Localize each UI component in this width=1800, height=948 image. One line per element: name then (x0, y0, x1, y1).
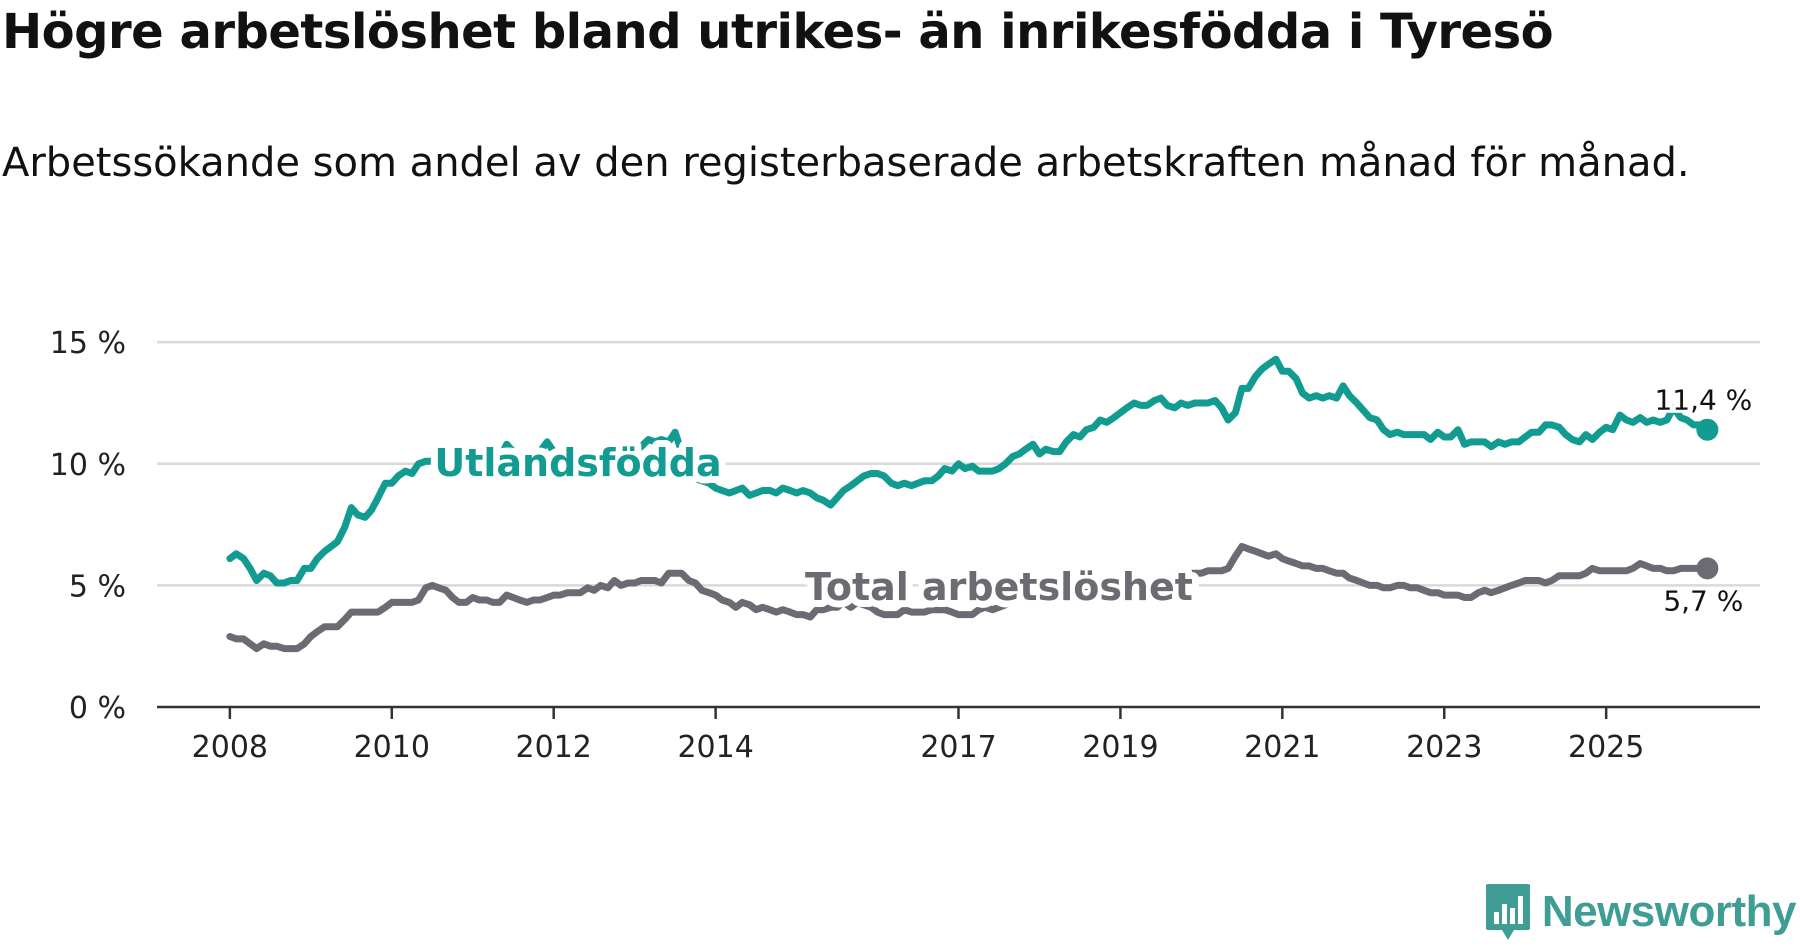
series-line-total (226, 543, 1711, 653)
x-tick-label: 2019 (1082, 730, 1158, 765)
newsworthy-brand: Newsworthy (1484, 882, 1797, 942)
series-label: Total arbetslöshet (805, 565, 1193, 609)
series-lines (226, 355, 1719, 653)
x-tick-label: 2014 (677, 730, 753, 765)
x-tick-label: 2017 (920, 730, 996, 765)
chart-title: Högre arbetslöshet bland utrikes- än inr… (2, 4, 1554, 60)
end-value-label: 11,4 % (1654, 384, 1752, 417)
x-tick-label: 2021 (1244, 730, 1320, 765)
series-line-utlandsfodda (226, 355, 1711, 587)
x-tick-label: 2012 (516, 730, 592, 765)
series-end-marker (1696, 557, 1719, 580)
end-value-label: 5,7 % (1663, 584, 1743, 617)
x-tick-label: 2023 (1406, 730, 1482, 765)
y-tick-label: 15 % (50, 326, 126, 361)
series-label: Utlandsfödda (434, 441, 721, 485)
axes: 0 % 5 % 10 % 15 % 2008 2010 2012 2014 2017 2019 20… (50, 326, 1760, 765)
series-end-marker (1696, 418, 1719, 441)
y-tick-label: 5 % (69, 569, 126, 604)
x-tick-label: 2010 (354, 730, 430, 765)
bar-chart-logo-icon (1485, 884, 1530, 940)
x-tick-label: 2025 (1568, 730, 1644, 765)
series-labels: Utlandsfödda 11,4 % Total arbetslöshet 5,7 … (427, 381, 1755, 621)
brand-name: Newsworthy (1541, 887, 1797, 936)
y-tick-label: 10 % (50, 448, 126, 483)
y-tick-label: 0 % (69, 691, 126, 726)
chart-subtitle: Arbetssökande som andel av den registerb… (2, 140, 1690, 186)
x-tick-label: 2008 (192, 730, 268, 765)
